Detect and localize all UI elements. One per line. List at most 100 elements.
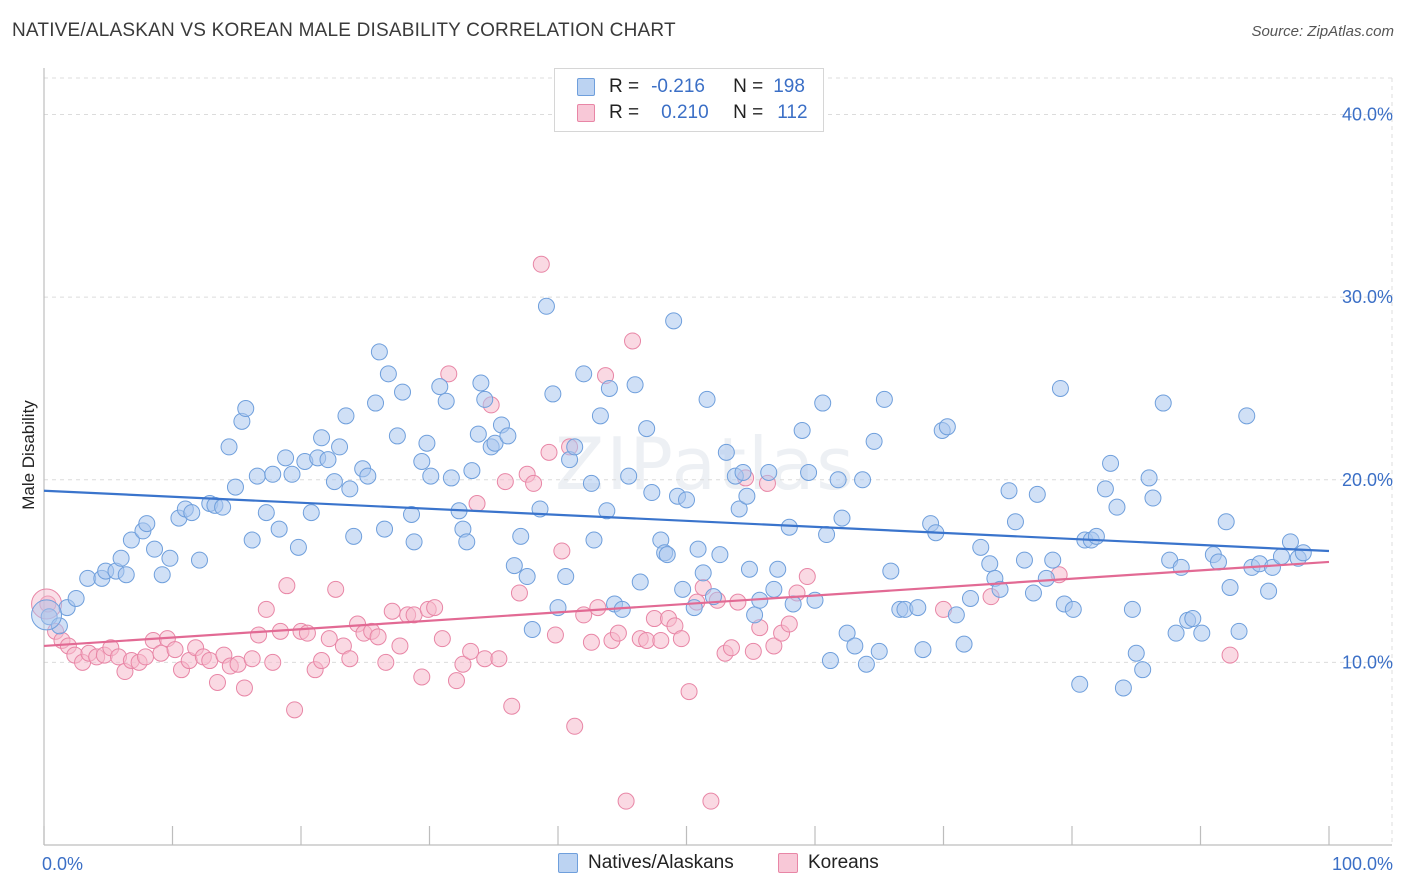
native-point [846,637,864,655]
native-point [50,617,68,635]
native-point [665,312,683,330]
korean-point [152,644,170,662]
legend-item-koreans[interactable]: Koreans [778,852,879,874]
native-point [289,538,307,556]
korean-point [166,641,184,659]
x-tick-label: 0.0% [42,854,83,874]
korean-point [540,443,558,461]
native-point [626,376,644,394]
native-point [829,471,847,489]
native-point [544,385,562,403]
korean-point [391,637,409,655]
korean-point [476,650,494,668]
native-point [793,421,811,439]
native-point [1071,675,1089,693]
korean-point [780,615,798,633]
native-point [557,568,575,586]
native-point [765,580,783,598]
koreans-swatch [577,104,595,122]
native-point [388,427,406,445]
korean-point [496,473,514,491]
koreans-n-value: 112 [777,102,808,123]
natives-n-label: N = [733,76,764,97]
native-point [814,394,832,412]
native-point [1260,582,1278,600]
y-axis-title: Male Disability [19,400,38,510]
native-point [512,527,530,545]
native-point [1209,553,1227,571]
korean-points [31,255,1239,810]
native-point [854,471,872,489]
native-point [463,462,481,480]
korean-point [680,683,698,701]
native-point [337,407,355,425]
native-point [1281,533,1299,551]
legend-koreans-swatch [778,853,798,873]
legend-natives-swatch [558,853,578,873]
native-point [1087,527,1105,545]
stats-row-natives: R = -0.216 N = 198 [577,75,805,99]
native-point [367,394,385,412]
native-point [264,465,282,483]
native-point [359,467,377,485]
korean-point [624,332,642,350]
native-point [1263,558,1281,576]
korean-point [566,717,584,735]
native-point [961,589,979,607]
native-point [1272,547,1290,565]
korean-point [369,628,387,646]
native-point [469,425,487,443]
native-point [183,504,201,522]
legend-koreans-label: Koreans [808,852,879,873]
native-point [914,641,932,659]
native-point [302,504,320,522]
legend-item-natives[interactable]: Natives/Alaskans [558,852,734,874]
korean-point [589,599,607,617]
korean-point [503,697,521,715]
native-point [523,621,541,639]
native-point [575,365,593,383]
native-point [1238,407,1256,425]
native-point [1096,480,1114,498]
native-point [499,427,517,445]
native-point [122,531,140,549]
korean-point [722,639,740,657]
trend-lines [43,489,1330,648]
native-point [418,434,436,452]
korean-point [525,474,543,492]
source-credit: Source: ZipAtlas.com [1251,23,1394,40]
native-point [277,449,295,467]
native-point [220,438,238,456]
native-point [600,379,618,397]
native-point [694,564,712,582]
native-point [591,407,609,425]
native-point [746,606,764,624]
native-point [689,540,707,558]
native-point [403,505,421,523]
native-point [1167,624,1185,642]
native-point [394,383,412,401]
korean-point [462,642,480,660]
korean-point [546,626,564,644]
native-point [1193,624,1211,642]
native-point [1006,513,1024,531]
native-point [1154,394,1172,412]
watermark-atlas: atlas [671,422,856,506]
native-point [442,469,460,487]
native-point [325,473,343,491]
korean-point [617,792,635,810]
native-point [190,551,208,569]
natives-r-value: -0.216 [651,76,705,97]
native-point [345,527,363,545]
native-point [821,652,839,670]
correlation-stats-box: R = -0.216 N = 198 R = 0.210 N = 112 [554,68,824,132]
native-point [769,560,787,578]
native-point [780,518,798,536]
native-point [248,467,266,485]
korean-point [609,624,627,642]
korean-point [250,626,268,644]
native-point [1051,379,1069,397]
korean-point [208,673,226,691]
native-point [1015,551,1033,569]
